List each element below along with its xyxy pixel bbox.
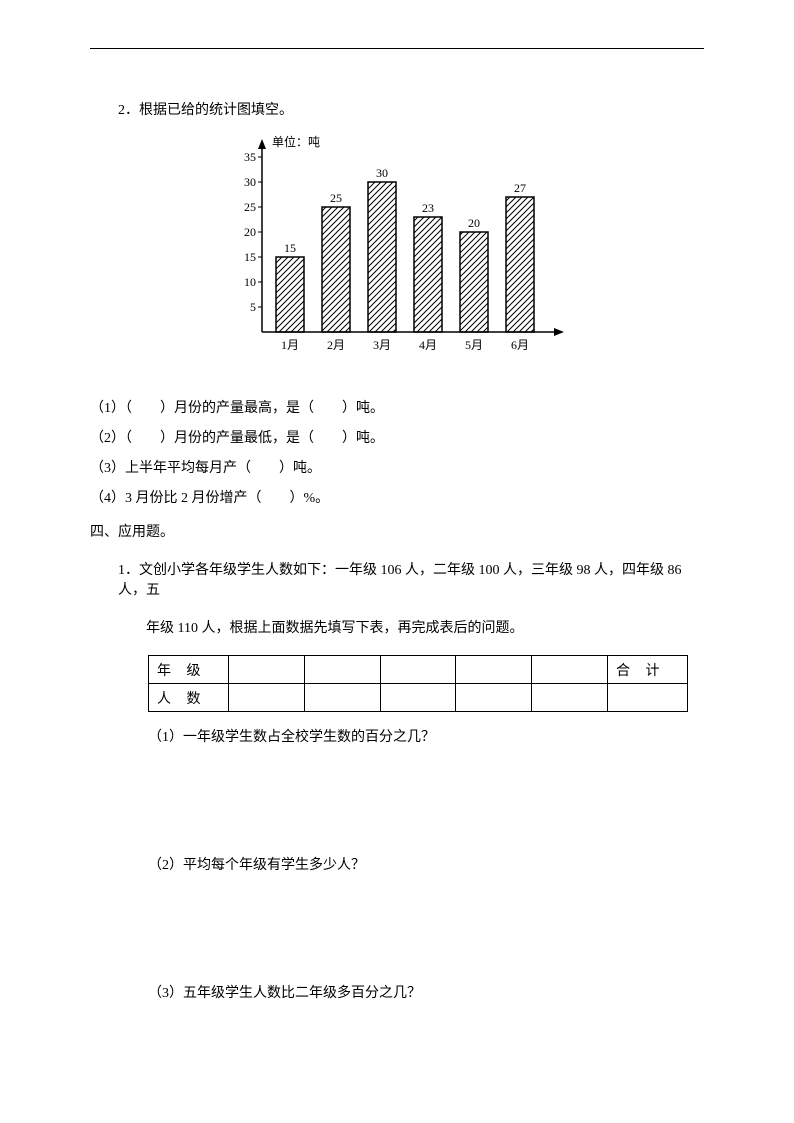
q2-i3: （3）上半年平均每月产（ ）吨。 bbox=[90, 457, 704, 477]
table-cell bbox=[608, 684, 688, 712]
table-cell bbox=[228, 684, 304, 712]
table-cell bbox=[380, 684, 456, 712]
value-label: 23 bbox=[414, 201, 442, 216]
value-label: 30 bbox=[368, 166, 396, 181]
table-cell bbox=[380, 656, 456, 684]
category-label: 2月 bbox=[322, 336, 350, 353]
bar-chart: 单位：吨 5101520253035 1月2月3月4月5月6月 15253023… bbox=[222, 137, 572, 357]
ytick-label: 5 bbox=[232, 300, 256, 315]
ytick-label: 10 bbox=[232, 275, 256, 290]
top-rule bbox=[90, 48, 704, 49]
q1-s2: （2）平均每个年级有学生多少人？ bbox=[148, 854, 704, 874]
row1-head: 年 级 bbox=[149, 656, 229, 684]
category-label: 4月 bbox=[414, 336, 442, 353]
value-label: 27 bbox=[506, 181, 534, 196]
q2-intro: 2．根据已给的统计图填空。 bbox=[118, 99, 704, 119]
table-cell bbox=[456, 656, 532, 684]
table-cell bbox=[228, 656, 304, 684]
ytick-label: 30 bbox=[232, 175, 256, 190]
value-label: 20 bbox=[460, 216, 488, 231]
section4-title: 四、应用题。 bbox=[90, 521, 704, 541]
q1-s3: （3）五年级学生人数比二年级多百分之几？ bbox=[148, 982, 704, 1002]
fill-table: 年 级 合 计 人 数 bbox=[148, 655, 688, 712]
q2-i1: （1）（ ）月份的产量最高，是（ ）吨。 bbox=[90, 397, 704, 417]
q2-i2: （2）（ ）月份的产量最低，是（ ）吨。 bbox=[90, 427, 704, 447]
table-row: 人 数 bbox=[149, 684, 688, 712]
category-label: 6月 bbox=[506, 336, 534, 353]
q1-line1: 1．文创小学各年级学生人数如下：一年级 106 人，二年级 100 人，三年级 … bbox=[118, 559, 704, 599]
row2-head: 人 数 bbox=[149, 684, 229, 712]
table-cell bbox=[304, 656, 380, 684]
q1-line2: 年级 110 人，根据上面数据先填写下表，再完成表后的问题。 bbox=[146, 617, 704, 637]
chart-svg bbox=[222, 137, 572, 357]
value-label: 25 bbox=[322, 191, 350, 206]
row1-total: 合 计 bbox=[608, 656, 688, 684]
table-row: 年 级 合 计 bbox=[149, 656, 688, 684]
ytick-label: 20 bbox=[232, 225, 256, 240]
ytick-label: 15 bbox=[232, 250, 256, 265]
ytick-label: 25 bbox=[232, 200, 256, 215]
category-label: 5月 bbox=[460, 336, 488, 353]
table-cell bbox=[532, 656, 608, 684]
table-cell bbox=[532, 684, 608, 712]
value-label: 15 bbox=[276, 241, 304, 256]
q1-s1: （1）一年级学生数占全校学生数的百分之几？ bbox=[148, 726, 704, 746]
category-label: 1月 bbox=[276, 336, 304, 353]
category-label: 3月 bbox=[368, 336, 396, 353]
table-cell bbox=[456, 684, 532, 712]
table-cell bbox=[304, 684, 380, 712]
ytick-label: 35 bbox=[232, 150, 256, 165]
q2-i4: （4）3 月份比 2 月份增产（ ）%。 bbox=[90, 487, 704, 507]
